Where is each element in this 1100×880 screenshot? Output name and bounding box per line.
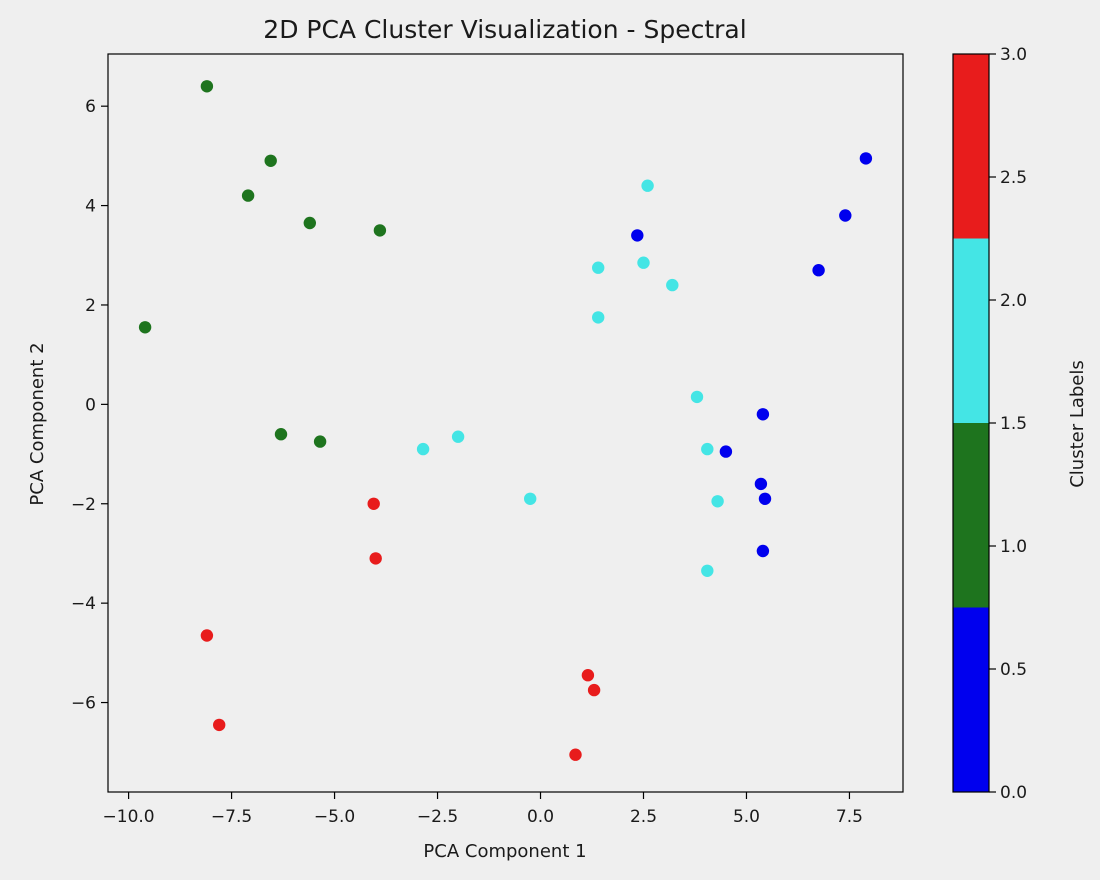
data-point-cluster-3 [200, 629, 214, 642]
x-tick-label: −2.5 [417, 807, 458, 827]
data-point-cluster-0 [758, 492, 772, 505]
data-point-cluster-2 [637, 256, 650, 269]
x-tick-label: 7.5 [836, 807, 863, 827]
data-point-cluster-1 [138, 321, 152, 334]
x-tick-label: 2.5 [630, 807, 657, 827]
data-point-cluster-0 [719, 445, 733, 458]
colorbar-segment-2 [953, 238, 989, 423]
y-tick-label: 4 [85, 197, 96, 217]
colorbar-tick-label: 2.0 [1000, 291, 1027, 311]
colorbar-tick-label: 0.5 [1000, 660, 1027, 680]
colorbar-tick-label: 0.0 [1000, 783, 1027, 803]
y-tick-label: 0 [85, 395, 96, 415]
colorbar-segment-1 [953, 423, 989, 608]
data-point-cluster-2 [592, 261, 605, 274]
data-point-cluster-0 [756, 408, 770, 421]
data-point-cluster-0 [631, 229, 644, 242]
plot-area [107, 53, 904, 793]
data-point-cluster-0 [756, 544, 770, 558]
colorbar-tick-label: 3.0 [1000, 45, 1027, 65]
data-point-cluster-2 [451, 430, 465, 443]
colorbar: 0.0 0.5 1.0 1.5 2.0 2.5 3.0 [952, 45, 1027, 803]
data-point-cluster-3 [369, 552, 382, 565]
x-tick-label: 0.0 [527, 807, 554, 827]
data-point-cluster-1 [373, 224, 387, 237]
data-point-cluster-2 [524, 492, 537, 505]
y-axis-ticks: 6 4 2 0 −2 −4 −6 [71, 97, 108, 714]
data-point-cluster-1 [303, 216, 316, 230]
data-point-cluster-1 [274, 428, 288, 441]
x-tick-label: −10.0 [103, 807, 155, 827]
data-point-cluster-3 [213, 718, 226, 732]
data-point-cluster-2 [701, 564, 714, 577]
y-tick-label: −6 [71, 694, 96, 714]
chart-title: 2D PCA Cluster Visualization - Spectral [263, 15, 746, 44]
y-tick-label: 2 [85, 296, 96, 316]
data-point-cluster-1 [264, 154, 277, 167]
data-point-cluster-3 [569, 748, 582, 761]
data-point-cluster-2 [592, 311, 605, 324]
data-point-cluster-2 [701, 442, 714, 456]
data-point-cluster-3 [581, 669, 595, 682]
data-points [138, 80, 873, 761]
data-point-cluster-3 [367, 497, 380, 510]
data-point-cluster-2 [690, 390, 704, 404]
data-point-cluster-2 [711, 495, 724, 508]
plot-frame [107, 53, 904, 793]
data-point-cluster-2 [416, 442, 430, 456]
y-axis-label: PCA Component 2 [27, 342, 48, 505]
data-point-cluster-3 [587, 683, 601, 697]
x-tick-label: −7.5 [211, 807, 252, 827]
colorbar-tick-label: 1.5 [1000, 414, 1027, 434]
x-axis-ticks: −10.0 −7.5 −5.0 −2.5 0.0 2.5 5.0 7.5 [103, 792, 863, 827]
data-point-cluster-2 [666, 278, 679, 292]
data-point-cluster-1 [313, 435, 327, 448]
x-tick-label: −5.0 [314, 807, 355, 827]
data-point-cluster-2 [641, 179, 654, 192]
data-point-cluster-0 [839, 209, 852, 222]
colorbar-tick-label: 2.5 [1000, 168, 1027, 188]
colorbar-segment-0 [953, 607, 989, 792]
y-tick-label: 6 [85, 97, 96, 117]
y-tick-label: −2 [71, 495, 96, 515]
data-point-cluster-0 [812, 264, 825, 277]
data-point-cluster-0 [754, 477, 768, 491]
y-tick-label: −4 [71, 594, 96, 614]
colorbar-segment-3 [953, 54, 989, 239]
data-point-cluster-1 [241, 189, 255, 202]
x-axis-label: PCA Component 1 [423, 841, 586, 862]
colorbar-tick-label: 1.0 [1000, 537, 1027, 557]
colorbar-label: Cluster Labels [1067, 360, 1088, 488]
data-point-cluster-1 [200, 80, 214, 93]
data-point-cluster-0 [859, 152, 873, 165]
x-tick-label: 5.0 [733, 807, 760, 827]
